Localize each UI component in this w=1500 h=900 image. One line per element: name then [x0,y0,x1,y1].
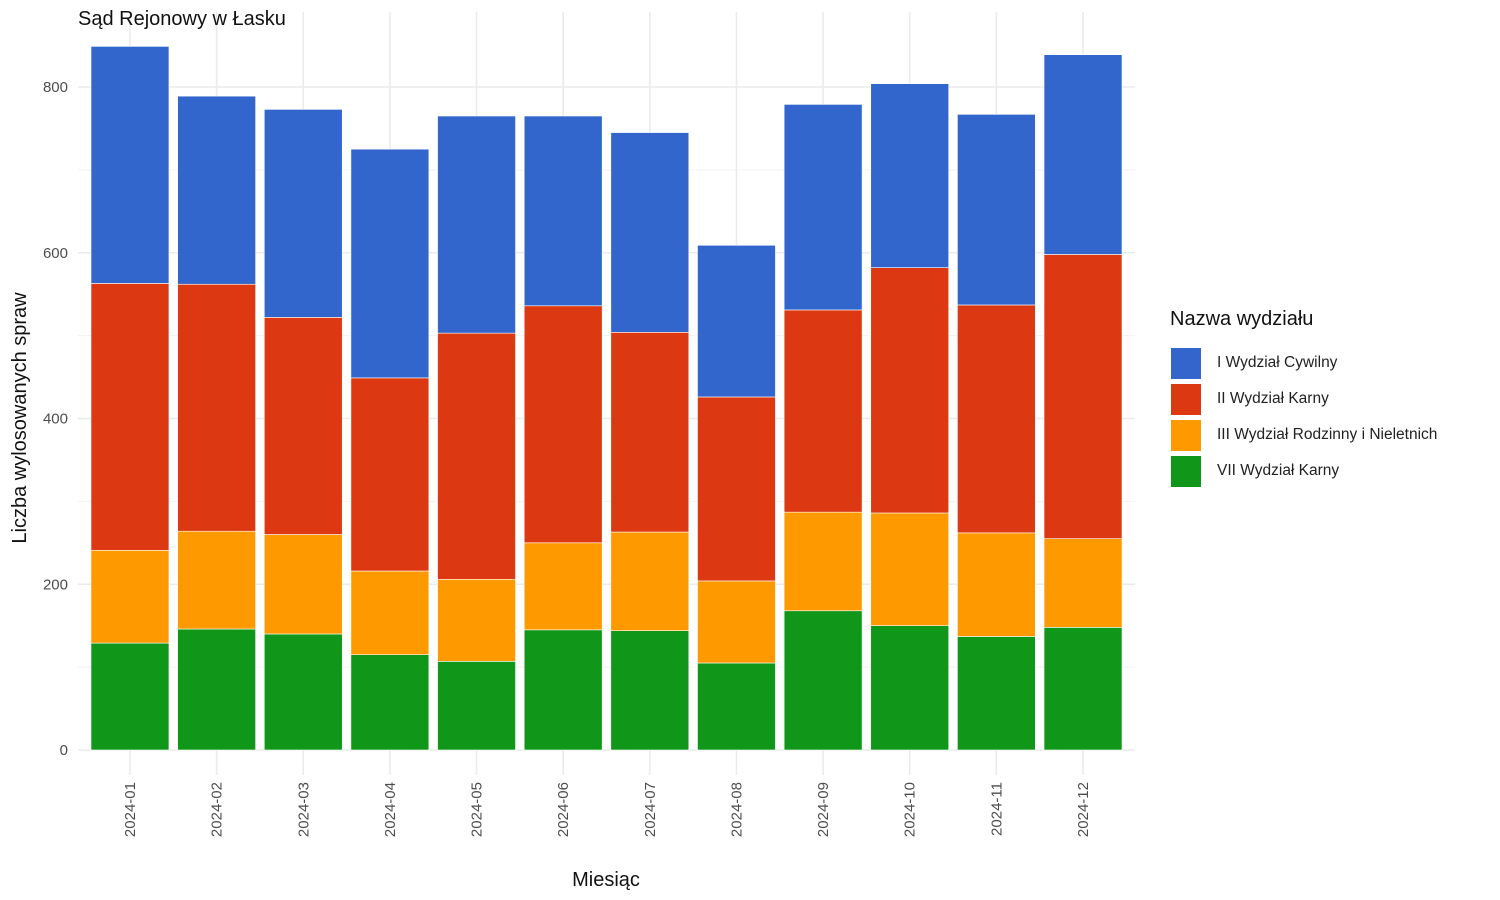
y-axis-ticks: 0 200 400 600 800 [43,79,68,759]
bar-segment [697,662,776,751]
x-tick-label: 2024-10 [902,782,919,837]
legend-item: II Wydział Karny [1170,381,1437,417]
bar-segment [697,244,776,398]
y-tick-label: 600 [43,245,68,262]
chart-title: Sąd Rejonowy w Łasku [78,8,286,30]
bar-segment [610,332,690,533]
x-tick-label: 2024-03 [295,782,312,837]
bar-segment [350,377,430,572]
legend-item: VII Wydział Karny [1170,453,1437,489]
bar-segment [1043,54,1123,255]
bar-segment [957,304,1036,534]
bar-segment [697,396,776,582]
bar-segment [90,283,170,551]
bar-segment [870,83,950,268]
bar-segment [523,305,603,544]
legend-item: III Wydział Rodzinny i Nieletnich [1170,417,1437,453]
bar-segment [177,95,256,285]
bar-segment [90,642,170,751]
bar-segment [350,148,430,379]
x-tick-label: 2024-01 [122,782,139,837]
x-axis-ticks: 2024-01 2024-02 2024-03 2024-04 2024-05 2024-… [122,782,1092,837]
legend-swatch [1170,454,1202,488]
x-tick-label: 2024-05 [469,782,486,837]
x-tick-label: 2024-09 [815,782,832,837]
bar-segment [697,580,776,664]
legend-swatch [1170,346,1202,380]
bar-segment [437,578,516,662]
bar-segment [177,628,256,751]
x-tick-label: 2024-04 [382,782,399,837]
bar-segment [783,610,863,751]
bars [90,46,1123,751]
legend: Nazwa wydziału I Wydział Cywilny II Wydzi… [1170,308,1437,489]
bar-segment [263,534,343,635]
y-axis-title: Liczba wylosowanych spraw [9,292,31,544]
bar-segment [523,542,603,631]
y-tick-label: 400 [43,411,68,428]
bar-segment [783,309,863,513]
legend-item: I Wydział Cywilny [1170,345,1437,381]
y-tick-label: 0 [60,742,68,759]
x-tick-label: 2024-11 [988,782,1005,836]
x-tick-label: 2024-12 [1075,782,1092,837]
bar-segment [1043,538,1123,628]
legend-swatch [1170,418,1202,452]
legend-title: Nazwa wydziału [1170,308,1314,330]
x-tick-label: 2024-07 [642,782,659,837]
bar-segment [1043,254,1123,539]
x-axis-title: Miesiąc [572,869,640,891]
bar-segment [870,625,950,751]
bar-segment [177,283,256,532]
bar-segment [523,629,603,751]
bar-segment [1043,627,1123,751]
bar-segment [437,332,516,580]
bar-segment [90,549,170,644]
legend-label: I Wydział Cywilny [1217,354,1338,371]
bar-segment [350,654,430,751]
bar-segment [90,46,170,284]
bar-segment [957,636,1036,751]
bar-segment [437,661,516,751]
bar-segment [957,114,1036,306]
legend-label: VII Wydział Karny [1217,462,1340,479]
bar-segment [263,109,343,318]
bar-segment [263,317,343,535]
y-tick-label: 800 [43,79,68,96]
bar-segment [870,512,950,626]
bar-segment [610,630,690,751]
bar-segment [783,511,863,612]
x-tick-label: 2024-08 [728,782,745,837]
bar-segment [783,104,863,311]
bar-segment [263,633,343,751]
legend-label: III Wydział Rodzinny i Nieletnich [1217,426,1438,443]
bar-segment [437,115,516,334]
x-tick-label: 2024-02 [209,782,226,837]
bar-segment [177,530,256,630]
bar-segment [957,532,1036,637]
legend-items: I Wydział Cywilny II Wydział Karny III Wyd… [1170,345,1437,489]
bar-segment [350,570,430,655]
bar-segment [610,531,690,631]
legend-label: II Wydział Karny [1217,390,1329,407]
bar-segment [523,115,603,307]
bar-segment [610,132,690,333]
bar-segment [870,267,950,514]
x-tick-label: 2024-06 [555,782,572,837]
y-tick-label: 200 [43,576,68,593]
legend-swatch [1170,382,1202,416]
